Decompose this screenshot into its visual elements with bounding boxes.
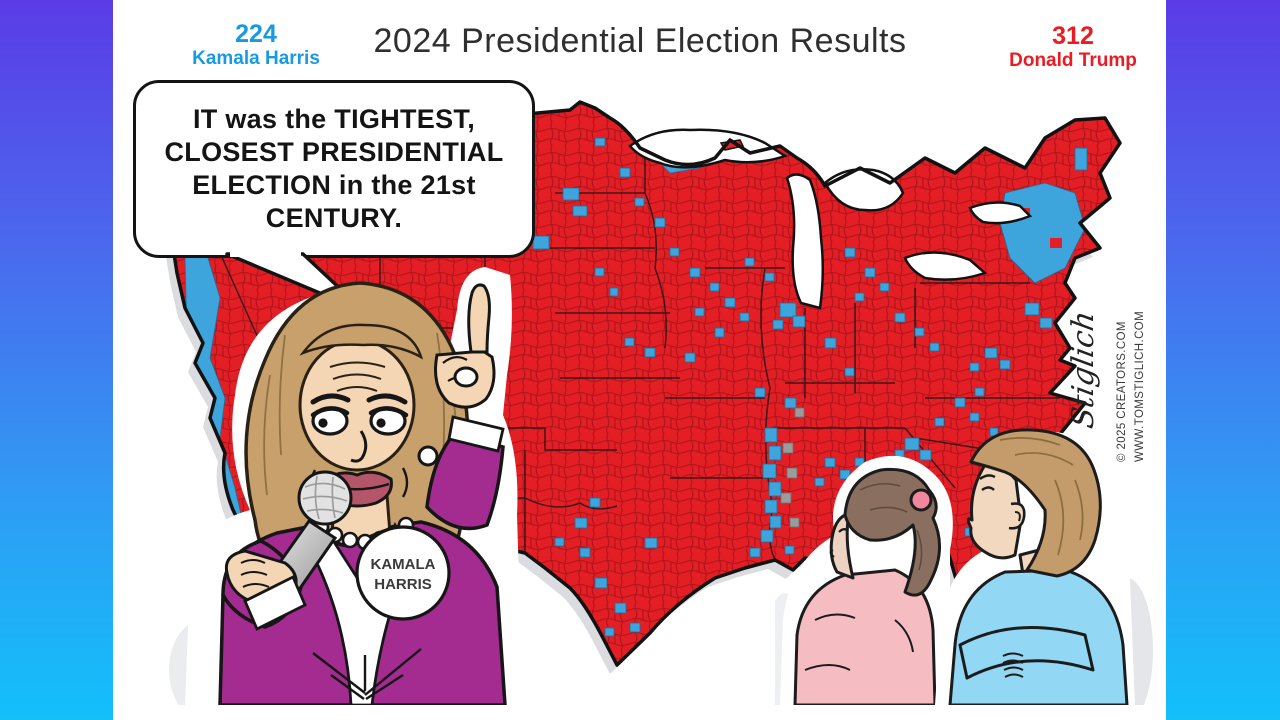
campaign-button: KAMALA HARRIS (355, 525, 451, 621)
boy-crossed-arms (958, 626, 1095, 680)
mic-mesh (302, 475, 348, 520)
boy-figure (935, 428, 1135, 705)
forehead-wrinkles (329, 361, 386, 392)
harris-vote-count: 224 (235, 20, 277, 48)
page-title: 2024 Presidential Election Results (373, 22, 907, 60)
raised-sleeve (425, 431, 505, 531)
kamala-face (298, 338, 416, 472)
no-data-counties (780, 407, 805, 528)
kamala-hair-fringe (299, 323, 424, 360)
trump-electoral-votes: 312 Donald Trump (973, 22, 1173, 71)
boy-hair (969, 428, 1102, 578)
us-election-map (148, 100, 1122, 673)
index-finger (467, 283, 491, 354)
lake-ontario (968, 201, 1033, 225)
mic-cuff (243, 575, 307, 631)
lake-superior (628, 128, 788, 169)
girl-figure (780, 455, 953, 705)
speech-line: ELECTION in the 21st (192, 170, 476, 200)
copyright-text: © 2025 CREATORS.COM WWW.TOMSTIGLICH.COM (1114, 287, 1150, 462)
copyright-line1: © 2025 CREATORS.COM (1116, 321, 1128, 462)
girl-scrunchie (909, 488, 933, 512)
trump-name: Donald Trump (1009, 50, 1137, 71)
pointing-arm (425, 283, 505, 531)
raised-cuff (447, 415, 505, 453)
button-line2: HARRIS (374, 576, 432, 593)
speech-line: CLOSEST PRESIDENTIAL (164, 137, 504, 168)
boy-ear (1008, 502, 1026, 530)
speech-line: CENTURY. (265, 202, 403, 233)
speech-bubble: IT was the TIGHTEST, CLOSEST PRESIDENTIA… (133, 80, 535, 258)
harris-name: Kamala Harris (192, 48, 320, 69)
kamala-figure: KAMALA HARRIS (169, 267, 523, 705)
girl-face (829, 513, 855, 580)
nose (350, 430, 368, 463)
great-lakes (628, 128, 1033, 310)
pearl-earring (417, 445, 439, 467)
microphone-arm (221, 470, 353, 631)
ring (453, 366, 479, 388)
trump-vote-count: 312 (1052, 22, 1094, 50)
harris-electoral-votes: 224 Kamala Harris (156, 20, 356, 69)
lake-michigan (785, 173, 825, 310)
girl-sweater (793, 568, 937, 705)
jacket-folds (312, 648, 422, 701)
speech-line: IT was the TIGHTEST, (192, 104, 476, 135)
eyebrows (310, 393, 408, 405)
copyright-line2: WWW.TOMSTIGLICH.COM (1133, 310, 1146, 462)
artist-signature: Stiglich (1066, 308, 1101, 432)
children-watching (775, 428, 1153, 705)
button-line1: KAMALA (371, 556, 436, 573)
lake-erie (903, 251, 988, 281)
boy-hand-fingers (1002, 652, 1024, 678)
